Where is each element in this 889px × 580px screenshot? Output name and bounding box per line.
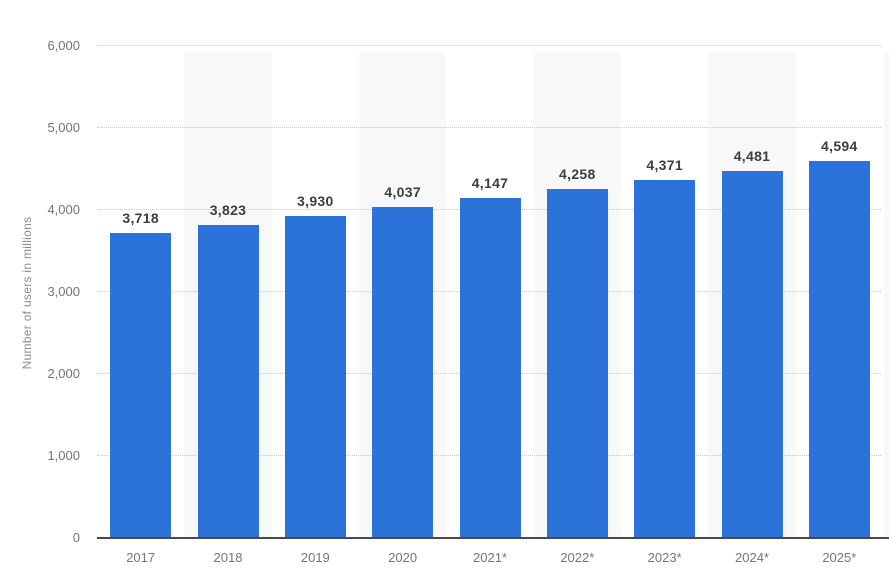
bar-2018[interactable] bbox=[197, 224, 259, 538]
x-tick-label-2017: 2017 bbox=[126, 550, 156, 565]
column-band-cutoff bbox=[884, 53, 889, 537]
y-tick-label-0: 0 bbox=[72, 530, 80, 545]
bar-2021*[interactable] bbox=[459, 197, 521, 538]
x-tick-label-2018: 2018 bbox=[213, 550, 243, 565]
x-axis-line bbox=[97, 537, 889, 539]
bar-2023*[interactable] bbox=[634, 179, 696, 538]
x-tick-label-2024*: 2024* bbox=[735, 550, 769, 565]
bar-value-label-2018: 3,823 bbox=[209, 201, 247, 218]
gridline-6,000 bbox=[97, 45, 881, 46]
y-tick-label-5,000: 5,000 bbox=[47, 120, 80, 135]
bar-2024*[interactable] bbox=[721, 170, 783, 538]
gridline-5,000 bbox=[97, 127, 881, 128]
bar-value-label-2022*: 4,258 bbox=[559, 165, 596, 182]
bar-value-label-2020: 4,037 bbox=[384, 183, 421, 200]
x-tick-label-2020: 2020 bbox=[388, 550, 418, 565]
x-tick-label-2022*: 2022* bbox=[560, 550, 595, 565]
bar-2017[interactable] bbox=[110, 233, 172, 538]
bar-2020[interactable] bbox=[372, 206, 434, 538]
x-tick-label-2019: 2019 bbox=[300, 550, 330, 565]
x-tick-label-2021*: 2021* bbox=[473, 550, 507, 565]
bar-value-label-2017: 3,718 bbox=[122, 210, 159, 227]
y-tick-label-1,000: 1,000 bbox=[47, 448, 80, 463]
bar-value-label-2021*: 4,147 bbox=[471, 174, 509, 191]
bar-2022*[interactable] bbox=[546, 188, 608, 538]
x-tick-label-2025*: 2025* bbox=[822, 550, 857, 565]
bar-value-label-2019: 3,930 bbox=[297, 192, 334, 209]
bar-2025*[interactable] bbox=[808, 161, 870, 538]
y-tick-label-3,000: 3,000 bbox=[47, 284, 80, 299]
y-tick-label-4,000: 4,000 bbox=[47, 202, 80, 217]
bar-value-label-2023*: 4,371 bbox=[646, 156, 683, 173]
bar-value-label-2025*: 4,594 bbox=[821, 138, 858, 155]
x-tick-label-2023*: 2023* bbox=[647, 550, 682, 565]
y-tick-label-6,000: 6,000 bbox=[47, 38, 80, 53]
y-tick-label-2,000: 2,000 bbox=[47, 366, 80, 381]
bar-2019[interactable] bbox=[284, 215, 346, 538]
bar-value-label-2024*: 4,481 bbox=[733, 147, 771, 164]
